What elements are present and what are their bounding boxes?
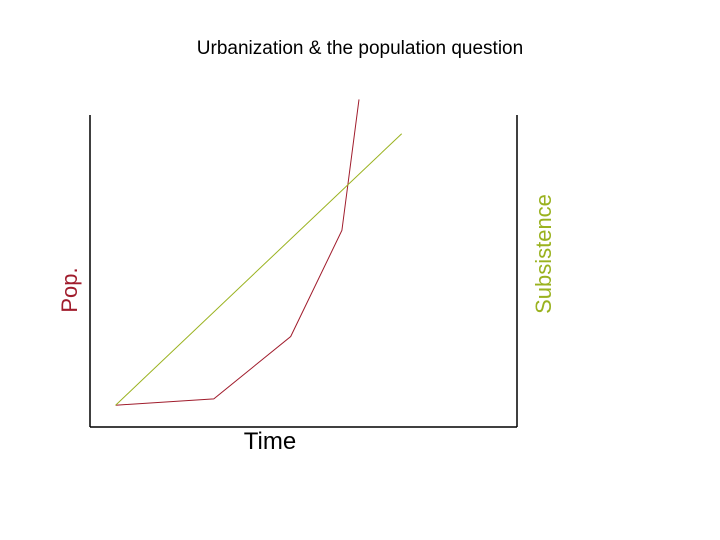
y-axis-label-pop: Pop. (57, 267, 82, 313)
series-line-pop (115, 99, 360, 406)
chart-title: Urbanization & the population question (196, 38, 524, 59)
x-axis-label: Time (243, 428, 297, 455)
y-axis-label-subsistence: Subsistence (531, 194, 556, 314)
series-layer (115, 99, 403, 406)
series-line-subsistence (115, 133, 403, 406)
